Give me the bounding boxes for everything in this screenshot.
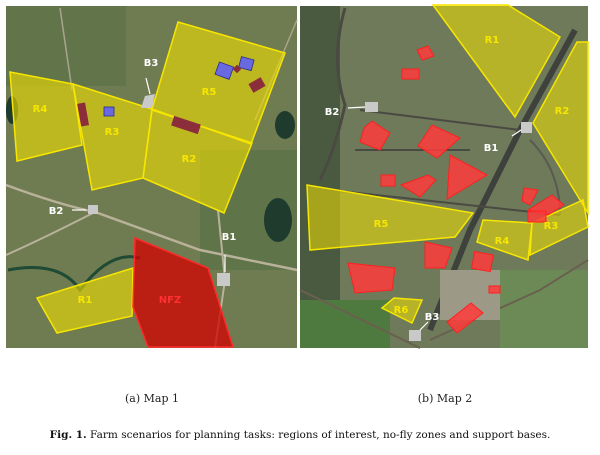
map1-label-r3: R3 xyxy=(105,127,120,138)
map1-base-b3 xyxy=(141,94,155,108)
map1-obstacle xyxy=(238,56,255,72)
map2-obstacle xyxy=(424,241,453,269)
map2-region-r6 xyxy=(380,297,424,325)
figure-label: Fig. 1. xyxy=(49,429,87,441)
map2-base-b1 xyxy=(521,122,532,133)
map2-label-r2: R2 xyxy=(555,106,570,117)
map1-obstacle xyxy=(214,61,235,80)
map1-label-b2: B2 xyxy=(49,206,64,217)
map1-region-r2 xyxy=(142,109,253,214)
map2-obstacle xyxy=(399,174,437,198)
map2-label-b3: B3 xyxy=(425,312,440,323)
map1-obstacle xyxy=(103,106,115,117)
map2-label-r5: R5 xyxy=(374,219,389,230)
map2-obstacle xyxy=(359,120,391,151)
map2-obstacle xyxy=(488,285,501,294)
map2-region-r3 xyxy=(529,198,589,257)
map-2: R1 R2 R3 R4 R5 R6 B1 B2 B3 xyxy=(299,4,589,349)
figure-maps: R1 R2 R3 R4 R5 NFZ B1 B2 B3 xyxy=(5,4,589,349)
map2-label-r6: R6 xyxy=(394,305,409,316)
map1-label-b3: B3 xyxy=(144,58,159,69)
map2-obstacle xyxy=(417,124,461,159)
map1-label-nfz: NFZ xyxy=(159,295,181,306)
map1-obstacle xyxy=(171,115,201,135)
map1-base-b1 xyxy=(217,273,230,286)
map1-label-r1: R1 xyxy=(78,295,93,306)
map2-obstacle xyxy=(416,45,435,61)
map2-region-r5 xyxy=(306,184,475,251)
map1-base-b2 xyxy=(88,205,98,214)
map2-obstacle xyxy=(380,174,396,187)
map2-label-r1: R1 xyxy=(485,35,500,46)
map2-base-b2 xyxy=(365,102,378,112)
map1-label-r4: R4 xyxy=(33,104,48,115)
map2-label-r3: R3 xyxy=(544,221,559,232)
map2-region-r1 xyxy=(431,4,562,119)
map1-label-r2: R2 xyxy=(182,154,197,165)
map2-label-b2: B2 xyxy=(325,107,340,118)
map1-label-b1: B1 xyxy=(222,232,237,243)
map1-obstacle xyxy=(248,77,266,93)
map1-obstacle xyxy=(77,102,90,127)
map2-region-r4 xyxy=(476,219,533,262)
map2-obstacle xyxy=(347,262,396,294)
map2-obstacle xyxy=(527,210,547,223)
map1-obstacle xyxy=(232,64,242,74)
figure-caption-text: Farm scenarios for planning tasks: regio… xyxy=(86,429,551,441)
map2-label-b1: B1 xyxy=(484,143,499,154)
map1-region-r4 xyxy=(9,71,83,162)
map2-obstacle xyxy=(446,154,489,200)
map2-obstacle xyxy=(521,187,539,206)
map2-obstacle xyxy=(470,250,494,273)
map1-no-fly-zone xyxy=(132,236,235,348)
map2-label-r4: R4 xyxy=(495,236,510,247)
map1-label-r5: R5 xyxy=(202,87,217,98)
map-1: R1 R2 R3 R4 R5 NFZ B1 B2 B3 xyxy=(5,6,298,349)
map2-obstacle xyxy=(401,68,420,80)
map1-region-r1 xyxy=(35,266,134,334)
subcaption-b: (b) Map 2 xyxy=(417,392,473,405)
figure-caption: Fig. 1. Farm scenarios for planning task… xyxy=(0,429,600,441)
subcaption-a: (a) Map 1 xyxy=(125,392,179,405)
map2-region-r2 xyxy=(532,41,589,216)
map2-base-b3 xyxy=(409,330,421,341)
map2-obstacle xyxy=(446,302,484,334)
